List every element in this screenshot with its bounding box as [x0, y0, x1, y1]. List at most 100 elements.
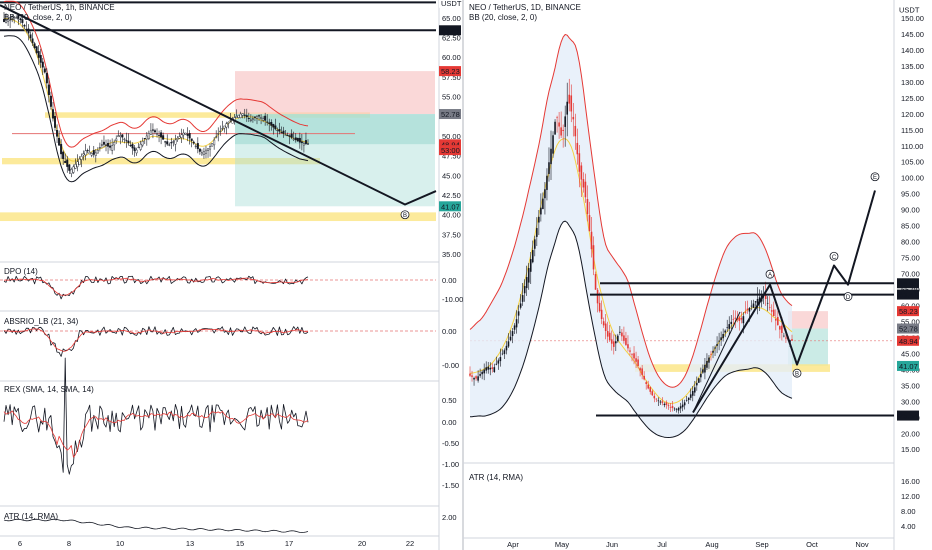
right-candle-body [738, 317, 741, 321]
right-candle-body [552, 135, 554, 154]
right-candle-body [639, 368, 641, 371]
left-candle-body [168, 144, 171, 146]
left-price-label-5300-bg [439, 145, 461, 156]
left-pane-1-line [3, 326, 309, 357]
right-candle-body [469, 373, 471, 376]
left-pane-1-tick: 0.00 [442, 327, 457, 336]
right-price-label-2554: 25.54 [899, 412, 918, 421]
right-candle-body [669, 407, 672, 408]
right-candle-body [568, 94, 571, 104]
right-price-label-2554-bg [897, 410, 919, 421]
left-candle-body [25, 28, 28, 30]
right-candle-body [766, 302, 769, 304]
right-candle-body [704, 364, 706, 373]
left-y-tick: 62.50 [442, 33, 461, 42]
right-candle-body [489, 367, 492, 370]
right-stop-zone [788, 311, 828, 329]
left-price-label-6341-bg [439, 25, 461, 36]
right-candle-body [645, 382, 647, 384]
left-candle-body [96, 149, 99, 154]
left-candle-body [166, 141, 169, 145]
right-candle-body [621, 332, 623, 337]
left-absrio-label: ABSRIO_LB (21, 34) [4, 317, 79, 326]
left-price-label-4894: 48.94 [441, 140, 460, 149]
right-bb-label: BB (20, close, 2, 0) [469, 13, 538, 22]
right-candle-body [602, 321, 605, 326]
right-candle-body [724, 330, 726, 333]
right-candle-body [519, 303, 522, 308]
right-candle-body [619, 331, 621, 333]
left-candle-body [11, 16, 14, 19]
right-candle-body [754, 301, 757, 303]
left-candle-body [149, 130, 152, 135]
right-candle-body [471, 375, 473, 377]
right-candle-body [791, 339, 793, 341]
left-y-tick: 55.00 [442, 93, 461, 102]
left-candle-body [192, 141, 195, 144]
right-price-label-6341-bg [897, 289, 919, 300]
right-bb-basis [469, 138, 793, 404]
left-candle-body [82, 153, 85, 156]
left-candle-body [158, 134, 161, 136]
left-candle-body [243, 114, 246, 116]
left-candle-body [141, 141, 144, 146]
left-candle-body [135, 149, 138, 154]
right-y-tick: 80.00 [901, 238, 920, 247]
left-pane-0-tick: 0.00 [442, 276, 457, 285]
left-y-tick: 47.50 [442, 152, 461, 161]
left-price-label-6341: 63.41 [441, 26, 460, 35]
right-candle-body [548, 162, 550, 174]
left-candle-body [274, 125, 277, 130]
right-candle-body [501, 353, 504, 355]
left-candle-body [262, 118, 265, 121]
left-price-label-4107: 41.07 [441, 202, 460, 211]
right-candle-body [679, 406, 682, 409]
left-x-tick: 17 [285, 539, 293, 548]
left-candle-body [251, 118, 254, 120]
left-candle-body [74, 164, 77, 169]
right-bb-fill [470, 34, 792, 438]
right-candle-body [671, 406, 674, 409]
left-candle-body [33, 43, 36, 48]
left-pane-0-signal [3, 277, 309, 296]
left-price-label-5300: 53:00 [441, 146, 460, 155]
left-y-tick: 37.50 [442, 230, 461, 239]
right-candle-body [663, 403, 666, 406]
right-price-label-4107: 41.07 [899, 362, 918, 371]
right-y-tick: 100.00 [901, 174, 924, 183]
right-candle-body [635, 358, 637, 362]
right-candle-body [479, 374, 481, 376]
right-candle-body [693, 387, 696, 393]
right-candle-body [517, 311, 520, 316]
left-candle-body [27, 28, 30, 34]
right-candle-body [752, 303, 755, 308]
right-candle-body [483, 369, 485, 374]
left-candle-body [237, 114, 240, 118]
right-y-tick: 110.00 [901, 142, 923, 151]
left-pane-2-tick: -1.50 [442, 481, 459, 490]
left-pane-0-line [3, 275, 309, 300]
left-candle-body [100, 144, 103, 146]
left-candle-body [249, 119, 252, 121]
left-y-tick: 40.00 [442, 211, 461, 220]
right-wave-label-a: A [768, 273, 772, 279]
right-candle-body [683, 402, 686, 406]
right-candle-body [542, 198, 544, 210]
right-y-tick: 75.00 [901, 254, 920, 263]
left-rex-label: REX (SMA, 14, SMA, 14) [4, 385, 94, 394]
right-candle-body [708, 357, 710, 363]
right-candle-body [594, 274, 597, 290]
right-wave-label-a-circle [765, 269, 775, 279]
right-candle-body [732, 318, 735, 320]
left-candle-body [260, 117, 263, 119]
left-candle-body [107, 142, 110, 147]
left-candle-body [302, 143, 305, 146]
right-candle-body [736, 318, 739, 320]
left-candle-body [76, 161, 79, 167]
right-price-label-6695: 66.95 [899, 279, 918, 288]
left-candle-body [241, 113, 244, 116]
right-wave-label-b: B [795, 372, 799, 378]
right-candle-body [485, 367, 488, 371]
right-candle-body [531, 250, 534, 263]
